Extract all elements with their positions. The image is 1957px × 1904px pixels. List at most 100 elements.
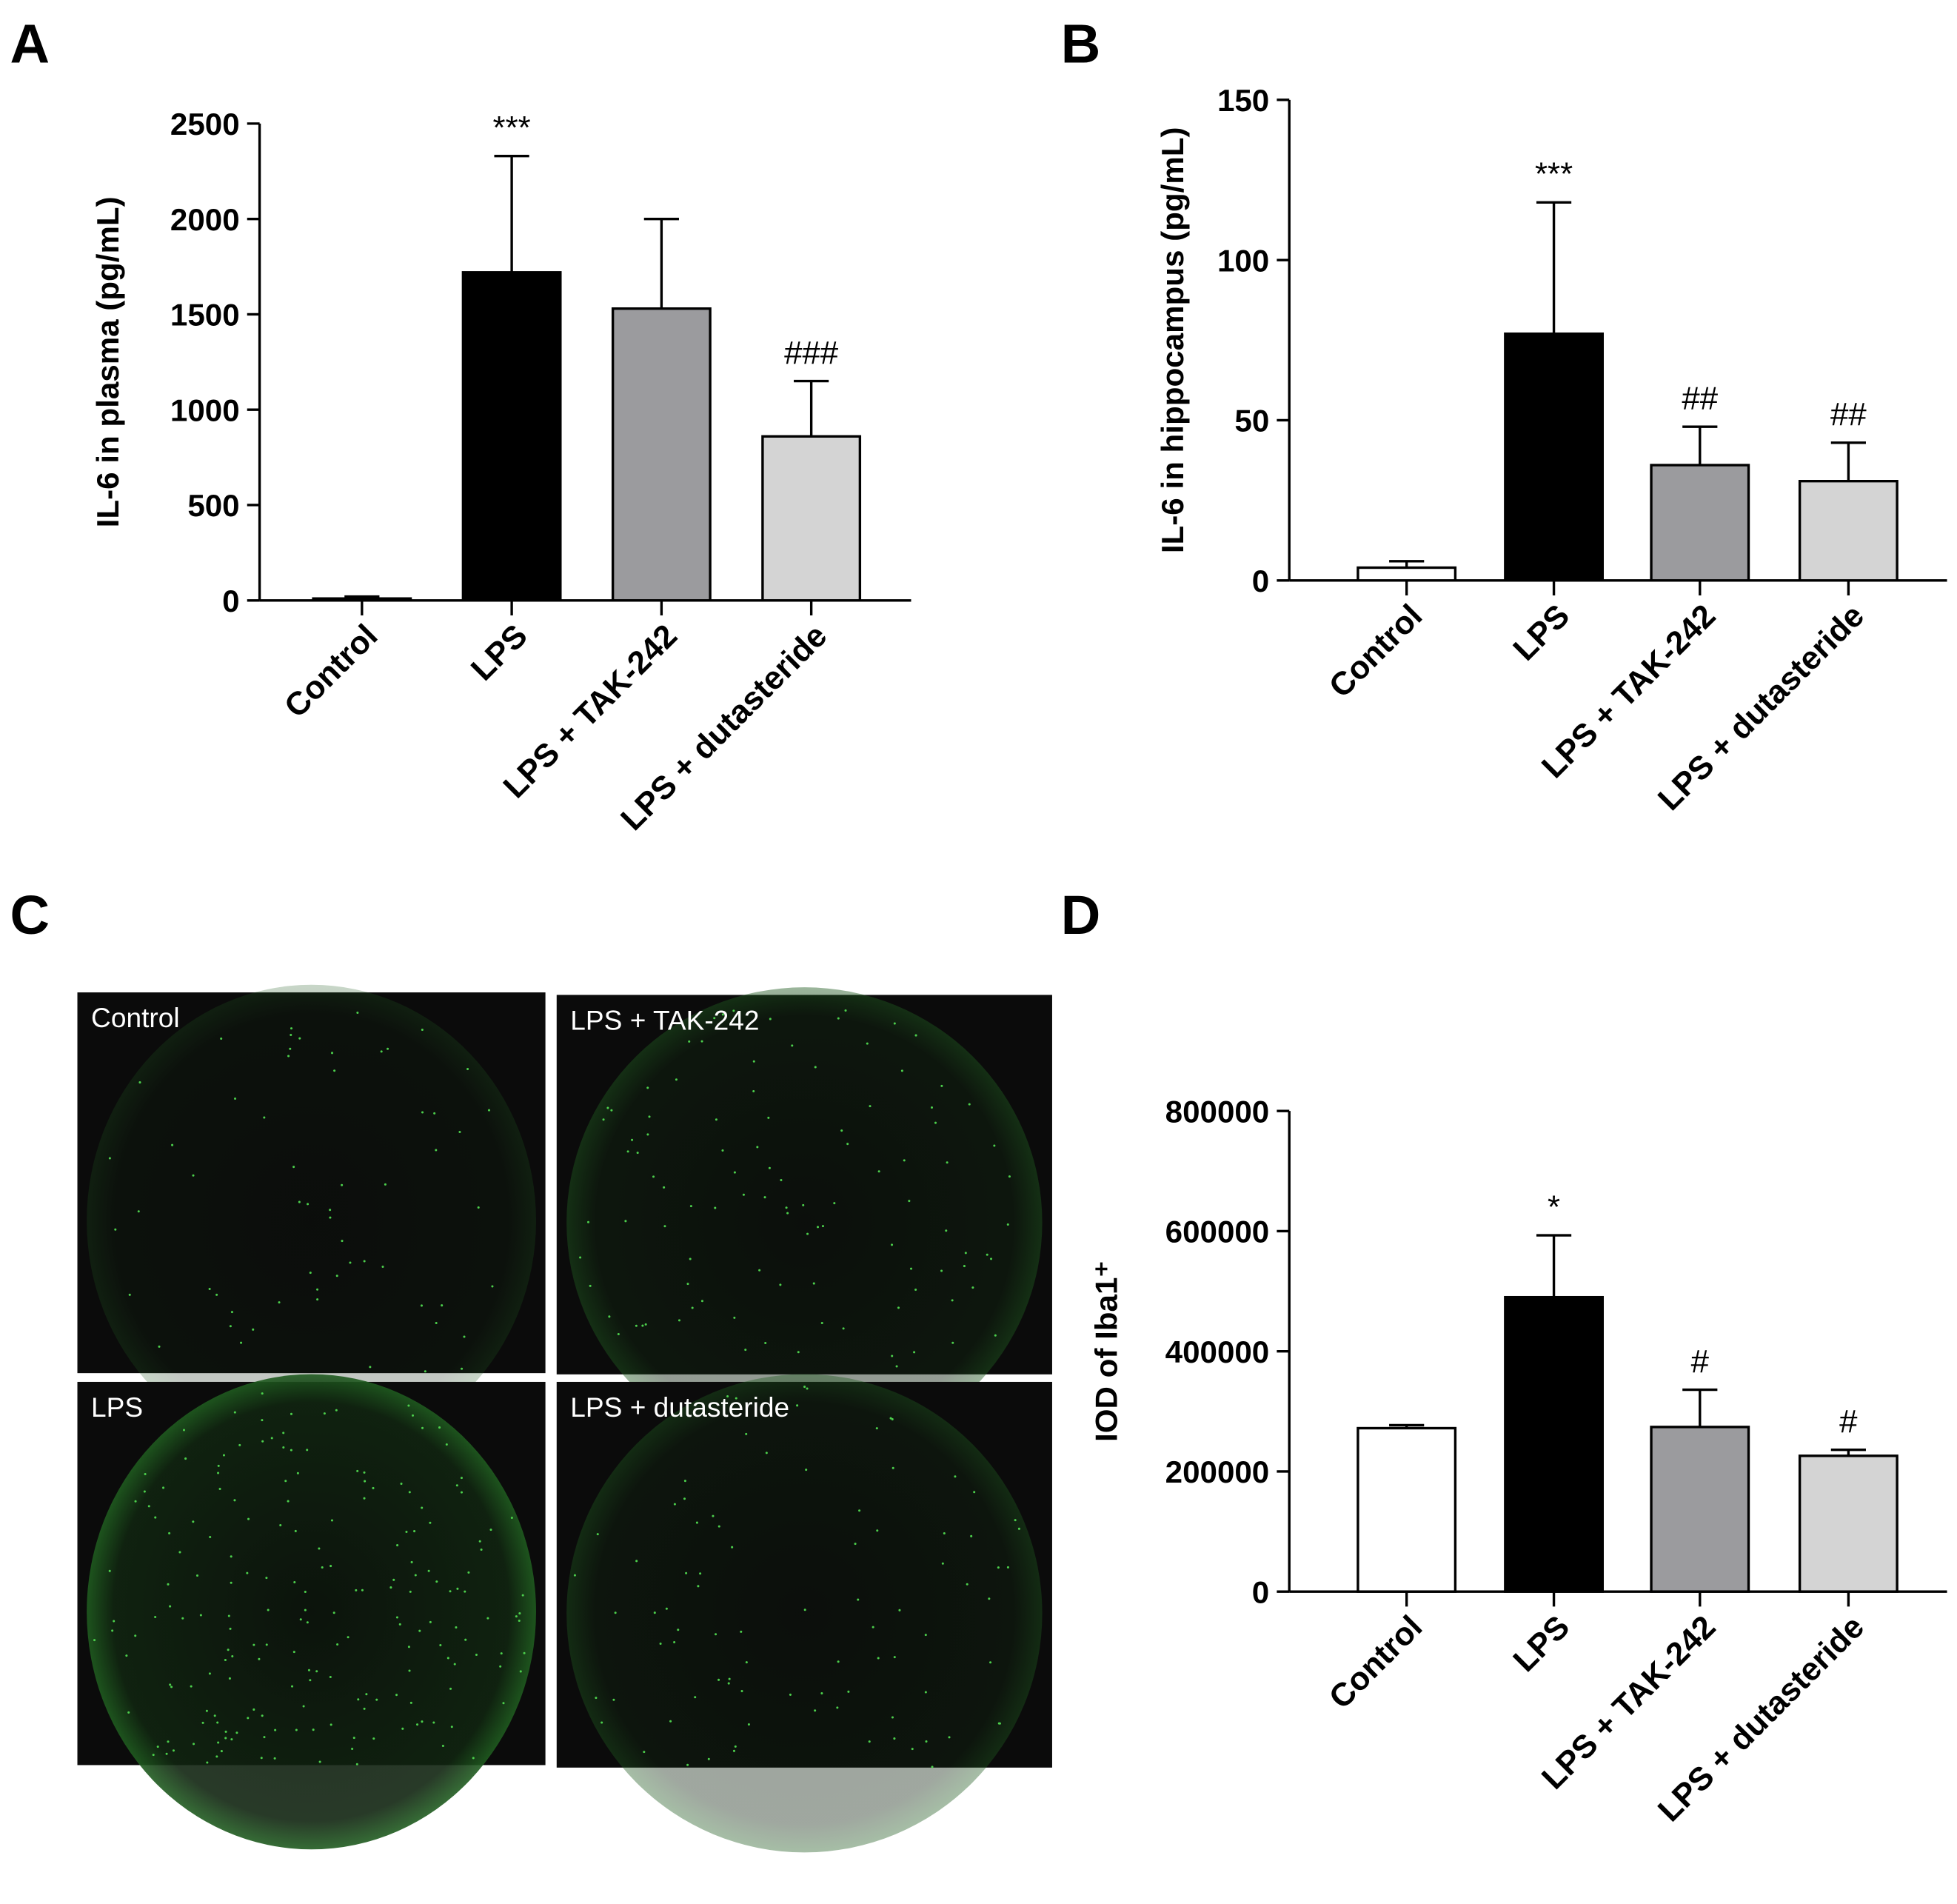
cell-dot [380,1050,383,1053]
cell-dot [395,1616,398,1619]
cell-dot [595,1697,598,1700]
image-label: LPS + dutasteride [570,1392,789,1423]
cell-dot [278,1301,281,1304]
y-axis-label: IL-6 in plasma (pg/mL) [90,196,125,527]
cell-dot [941,1562,944,1565]
cell-dot [446,1657,449,1660]
cell-dot [606,1106,609,1109]
cell-dot [685,1571,688,1574]
cell-dot [715,1633,717,1636]
cell-dot [467,1571,470,1574]
cell-dot [464,1638,467,1641]
cell-dot [820,1692,823,1695]
cell-dot [363,1707,366,1710]
cell-dot [421,1028,424,1031]
cell-dot [158,1345,161,1348]
cell-dot [290,1449,292,1452]
cell-dot [287,1500,290,1503]
cell-dot [913,1351,916,1354]
cell-dot [464,1590,466,1593]
cell-dot [466,1068,469,1071]
cell-dot [252,1708,255,1711]
tissue-section [566,987,1043,1458]
cell-dot [113,1620,116,1623]
cell-dot [968,1103,971,1106]
cell-dot [449,1590,452,1593]
cell-dot [309,1272,312,1275]
cell-dot [172,1749,175,1752]
cell-dot [821,1225,824,1228]
cell-dot [261,1440,264,1443]
cell-dot [954,1475,957,1478]
cell-dot [697,1585,700,1588]
cell-dot [579,1256,582,1259]
cell-dot [449,1687,452,1690]
cell-dot [329,1209,332,1212]
cell-dot [421,1426,424,1429]
cell-dot [789,1693,792,1696]
cell-dot [925,1740,928,1743]
bar [1504,332,1604,582]
cell-dot [646,1133,649,1136]
cell-dot [732,1009,735,1012]
cell-dot [93,1639,96,1642]
cell-dot [332,1611,335,1614]
cell-dot [329,1675,332,1679]
cell-dot [820,1322,823,1325]
cell-dot [847,1690,850,1693]
cell-dot [458,1130,461,1133]
cell-dot [432,1721,435,1724]
cell-dot [734,1745,737,1748]
cell-dot [429,1521,432,1524]
cell-dot [589,1284,592,1287]
cell-dot [893,1656,896,1659]
cell-dot [217,1472,220,1474]
x-tick-label: LPS [1506,1609,1576,1679]
cell-dot [167,1583,170,1586]
cell-dot [786,1212,789,1215]
cell-dot [733,1171,736,1174]
cell-dot [521,1594,524,1597]
cell-dot [192,1520,195,1523]
significance-label: *** [493,110,531,146]
cell-dot [233,1499,236,1502]
cell-dot [261,1714,264,1717]
image-label: Control [91,1002,180,1033]
cell-dot [213,1714,216,1717]
cell-dot [181,1617,184,1620]
bar [1356,566,1457,582]
cell-dot [420,1304,423,1307]
cell-dot [154,1615,157,1618]
cell-dot [400,1483,403,1486]
cell-dot [872,1626,874,1629]
bar [1650,464,1750,582]
cell-dot [408,1491,411,1494]
cell-dot [315,1670,318,1673]
cell-dot [478,1540,481,1543]
cell-dot [631,1138,634,1141]
cell-dot [438,1426,441,1429]
cell-dot [312,1728,315,1731]
cell-dot [673,1640,676,1644]
cell-dot [842,1327,845,1330]
cell-dot [169,1683,172,1686]
cell-dot [678,1319,681,1322]
cell-dot [413,1530,416,1533]
cell-dot [427,1569,430,1572]
significance-label: # [1839,1403,1858,1440]
cell-dot [997,1566,1000,1569]
cell-dot [596,1533,599,1536]
cell-dot [677,1629,680,1631]
cell-dot [500,1652,503,1655]
x-tick-label: Control [1322,598,1430,705]
cell-dot [392,1578,395,1581]
cell-dot [889,1417,892,1420]
cell-dot [429,1620,432,1623]
cell-dot [396,1544,399,1547]
cell-dot [405,1530,408,1534]
cell-dot [900,1069,903,1072]
cell-dot [224,1730,227,1733]
cell-dot [963,1265,966,1268]
cell-dot [407,1646,410,1649]
cell-dot [934,1121,937,1124]
